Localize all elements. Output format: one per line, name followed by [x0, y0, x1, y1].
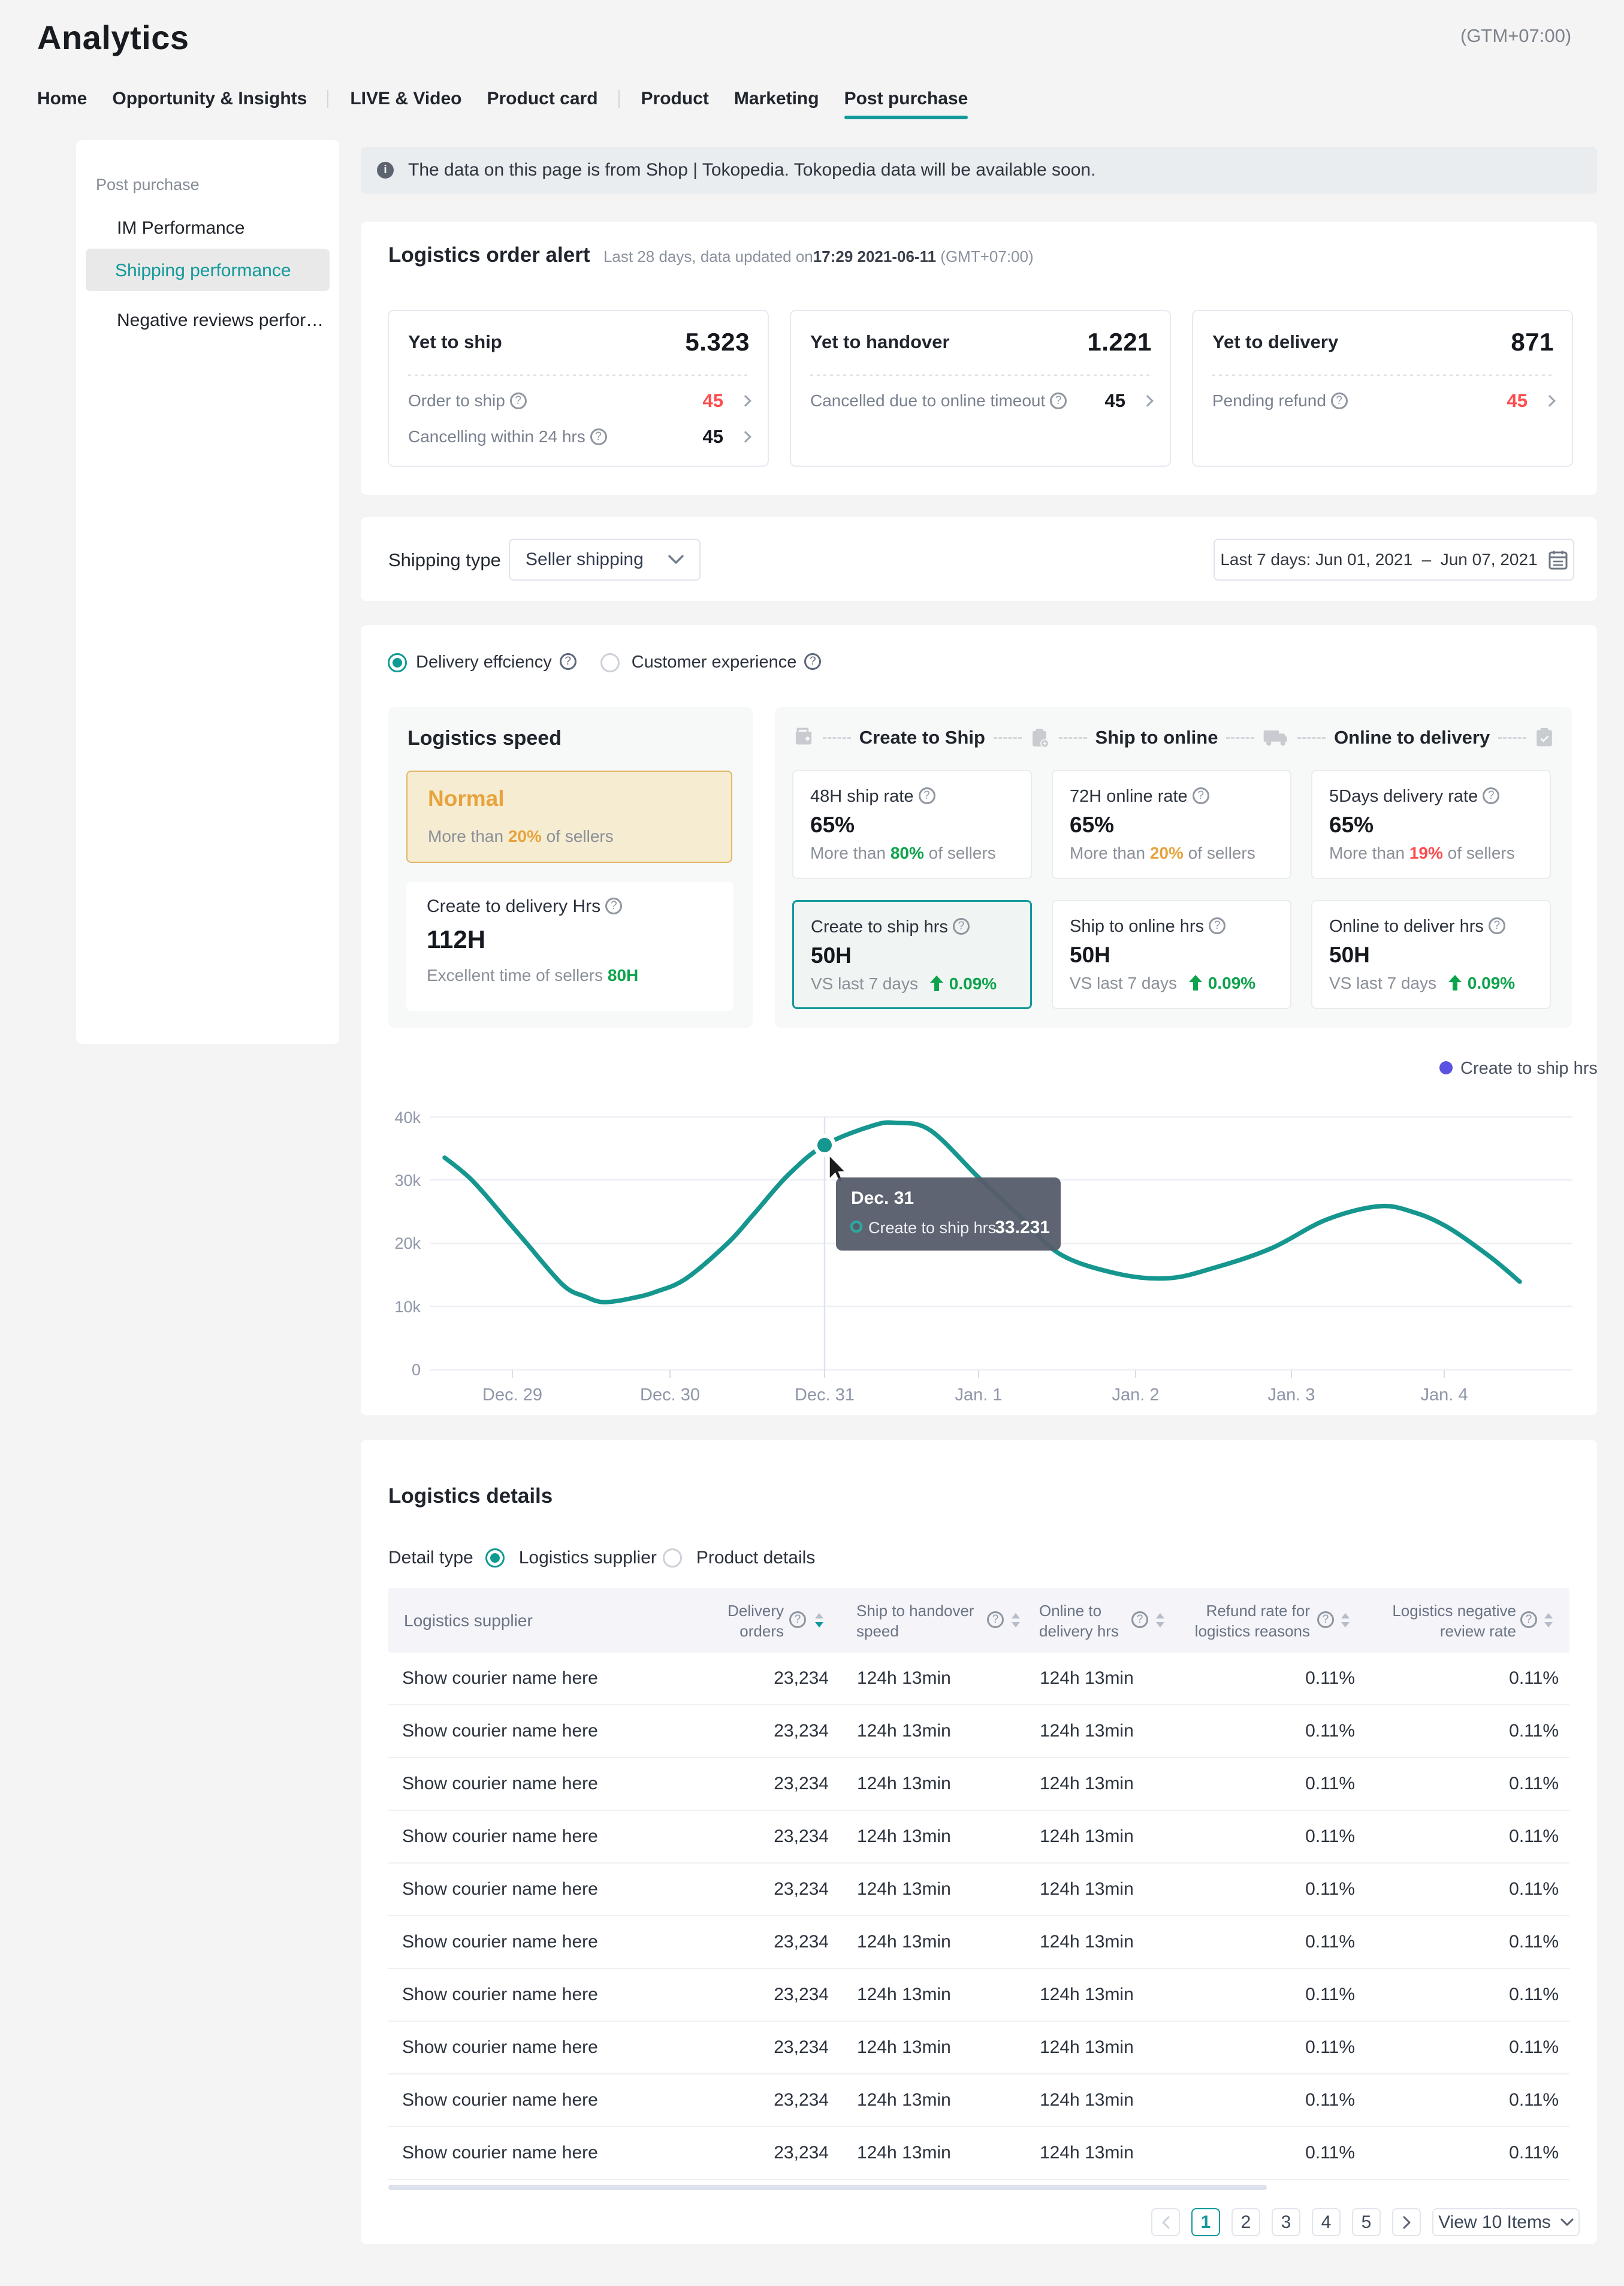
- svg-text:Jan. 3: Jan. 3: [1268, 1385, 1315, 1405]
- svg-text:Jan. 2: Jan. 2: [1112, 1385, 1160, 1405]
- svg-text:Create to ship hrs: Create to ship hrs: [868, 1219, 996, 1237]
- svg-text:10k: 10k: [394, 1298, 421, 1316]
- svg-text:Create to ship hrs: Create to ship hrs: [1460, 1059, 1597, 1078]
- svg-text:20k: 20k: [394, 1234, 421, 1252]
- svg-text:40k: 40k: [394, 1109, 421, 1127]
- svg-text:Jan. 4: Jan. 4: [1421, 1385, 1468, 1405]
- svg-text:30k: 30k: [394, 1171, 421, 1189]
- svg-text:Dec. 31: Dec. 31: [851, 1188, 914, 1208]
- svg-text:Dec. 29: Dec. 29: [482, 1385, 542, 1405]
- svg-text:Dec. 30: Dec. 30: [640, 1385, 700, 1405]
- svg-text:0: 0: [412, 1361, 421, 1379]
- svg-text:33.231: 33.231: [995, 1218, 1050, 1237]
- svg-text:Dec. 31: Dec. 31: [795, 1385, 855, 1405]
- svg-text:Jan. 1: Jan. 1: [955, 1385, 1003, 1405]
